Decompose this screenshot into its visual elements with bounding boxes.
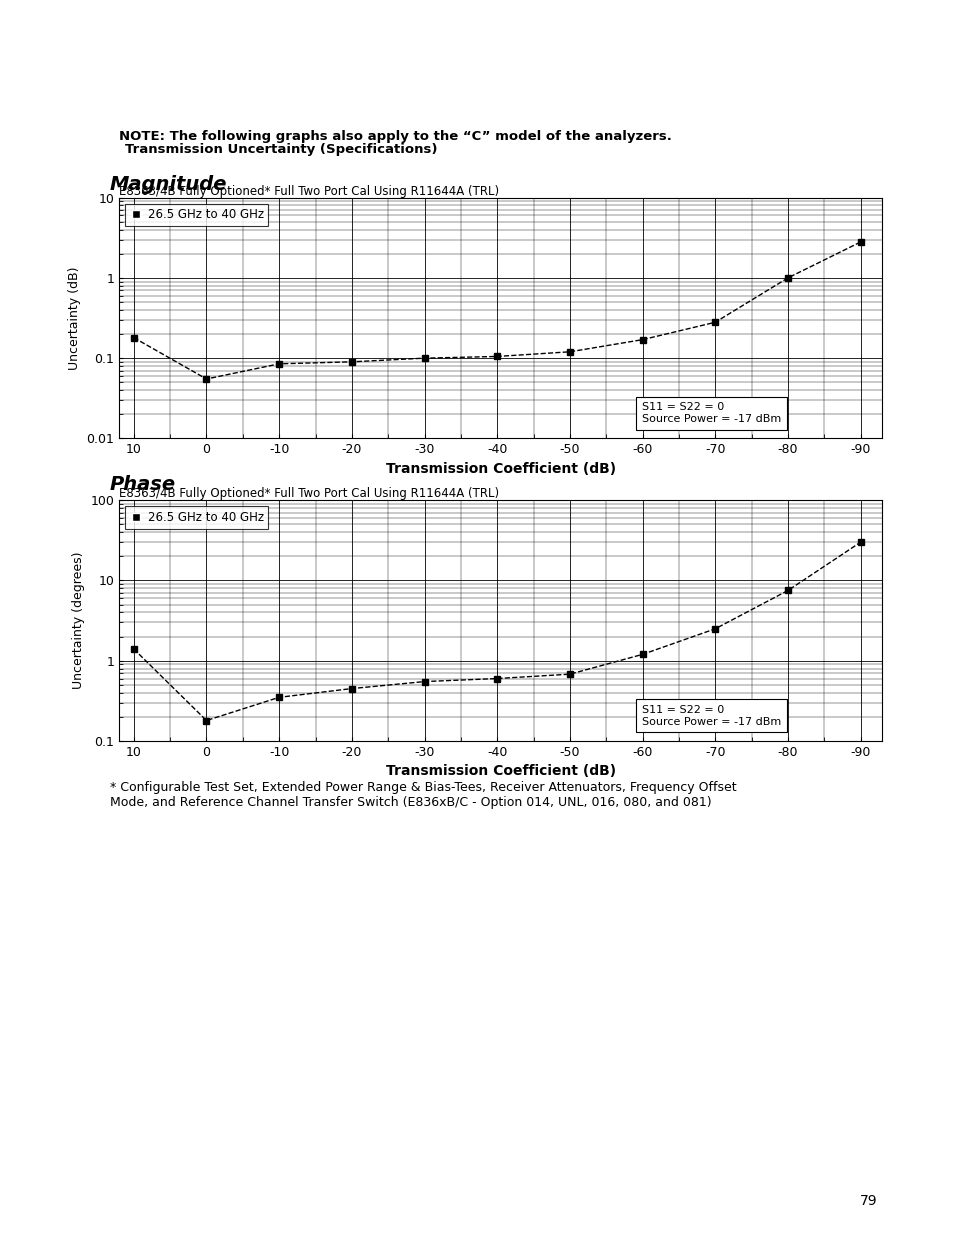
Text: 79: 79 — [860, 1194, 877, 1208]
Text: NOTE: The following graphs also apply to the “C” model of the analyzers.: NOTE: The following graphs also apply to… — [119, 130, 672, 143]
Text: Phase: Phase — [110, 475, 175, 494]
Legend: 26.5 GHz to 40 GHz: 26.5 GHz to 40 GHz — [125, 204, 268, 226]
X-axis label: Transmission Coefficient (dB): Transmission Coefficient (dB) — [385, 462, 616, 475]
Text: E8363/4B Fully Optioned* Full Two Port Cal Using R11644A (TRL): E8363/4B Fully Optioned* Full Two Port C… — [119, 184, 498, 198]
Text: S11 = S22 = 0
Source Power = -17 dBm: S11 = S22 = 0 Source Power = -17 dBm — [641, 705, 781, 726]
Text: E8363/4B Fully Optioned* Full Two Port Cal Using R11644A (TRL): E8363/4B Fully Optioned* Full Two Port C… — [119, 487, 498, 500]
Y-axis label: Uncertainty (degrees): Uncertainty (degrees) — [71, 552, 85, 689]
Legend: 26.5 GHz to 40 GHz: 26.5 GHz to 40 GHz — [125, 506, 268, 529]
X-axis label: Transmission Coefficient (dB): Transmission Coefficient (dB) — [385, 764, 616, 778]
Text: Transmission Uncertainty (Specifications): Transmission Uncertainty (Specifications… — [125, 143, 437, 156]
Text: Magnitude: Magnitude — [110, 175, 227, 194]
Text: * Configurable Test Set, Extended Power Range & Bias-Tees, Receiver Attenuators,: * Configurable Test Set, Extended Power … — [110, 781, 736, 809]
Text: S11 = S22 = 0
Source Power = -17 dBm: S11 = S22 = 0 Source Power = -17 dBm — [641, 403, 781, 424]
Y-axis label: Uncertainty (dB): Uncertainty (dB) — [68, 267, 81, 369]
